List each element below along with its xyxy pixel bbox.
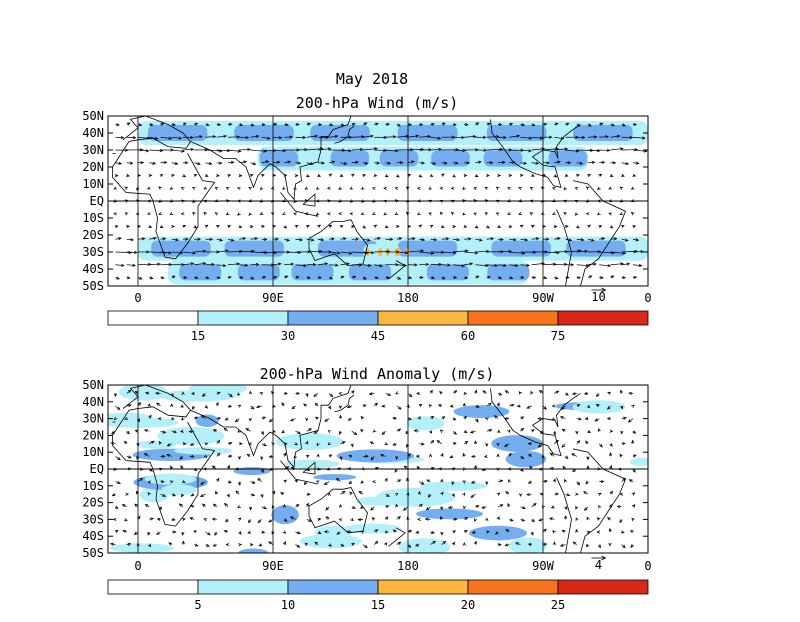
anomaly-shading xyxy=(271,505,298,524)
anomaly-shading xyxy=(337,449,415,462)
lon-label: 90W xyxy=(532,559,554,573)
colorbar-swatch xyxy=(288,580,378,594)
lat-label: 50N xyxy=(82,378,104,392)
lon-label: 90E xyxy=(262,559,284,573)
lat-label: 40S xyxy=(82,529,104,543)
jet-shading-core xyxy=(225,241,284,257)
anomaly-shading xyxy=(119,383,168,400)
lat-label: EQ xyxy=(90,194,104,208)
anomaly-shading-strong xyxy=(28,383,68,393)
lat-label: 40N xyxy=(82,395,104,409)
anomaly-shading xyxy=(356,496,404,505)
anomaly-shading xyxy=(573,400,626,413)
lat-label: 20N xyxy=(82,428,104,442)
colorbar-label: 75 xyxy=(551,329,565,343)
colorbar-swatch xyxy=(108,311,198,325)
lon-label: 90E xyxy=(262,291,284,305)
colorbar-swatch xyxy=(198,580,288,594)
reference-vector-label: 10 xyxy=(591,290,605,304)
colorbar-swatch xyxy=(378,580,468,594)
colorbar-label: 60 xyxy=(461,329,475,343)
lat-label: EQ xyxy=(90,462,104,476)
colorbar-label: 45 xyxy=(371,329,385,343)
lat-label: 30N xyxy=(82,143,104,157)
colorbar-swatch xyxy=(558,580,648,594)
wind-map-panel: 50N 40N 30N 20N 10N EQ 10S 20S 30S 40S 50S 0 90E 180 9… xyxy=(82,109,651,343)
jet-shading-core xyxy=(260,151,299,167)
colorbar-label: 20 xyxy=(461,598,475,612)
jet-shading-light xyxy=(138,121,648,145)
map-area xyxy=(8,382,651,557)
lat-label: 10S xyxy=(82,479,104,493)
lat-label: 50S xyxy=(82,279,104,293)
panel-1-title: 200-hPa Wind (m/s) xyxy=(296,94,459,112)
colorbar-swatch xyxy=(288,311,378,325)
lon-label: 0 xyxy=(134,559,141,573)
jet-shading-core xyxy=(491,241,551,257)
jet-shading-core xyxy=(398,125,458,141)
jet-shading-core xyxy=(380,151,419,167)
anomaly-shading xyxy=(161,484,196,495)
anomaly-shading xyxy=(145,473,196,484)
lat-label: 30S xyxy=(82,245,104,259)
colorbar-swatch xyxy=(468,580,558,594)
panel-2-title: 200-hPa Wind Anomaly (m/s) xyxy=(260,365,495,383)
jet-shading-core xyxy=(331,151,370,167)
lat-label: 30N xyxy=(82,412,104,426)
lat-label: 50S xyxy=(82,546,104,560)
lat-label: 40N xyxy=(82,126,104,140)
jet-shading-core xyxy=(431,151,470,167)
colorbar-swatch xyxy=(378,311,468,325)
colorbar-label: 15 xyxy=(371,598,385,612)
anomaly-shading xyxy=(509,537,547,554)
lat-label: 50N xyxy=(82,109,104,123)
lat-label: 10N xyxy=(82,445,104,459)
lon-label: 180 xyxy=(397,291,419,305)
figure-title: May 2018 xyxy=(336,70,408,88)
anomaly-shading xyxy=(174,447,233,455)
lat-label: 20S xyxy=(82,496,104,510)
anomaly-shading xyxy=(196,415,219,427)
lon-label: 0 xyxy=(134,291,141,305)
lat-label: 30S xyxy=(82,512,104,526)
colorbar-label: 5 xyxy=(194,598,201,612)
lat-label: 20N xyxy=(82,160,104,174)
anomaly-shading xyxy=(233,467,270,475)
jet-shading-core xyxy=(238,264,280,280)
lon-label: 180 xyxy=(397,559,419,573)
anomaly-shading xyxy=(313,474,356,480)
colorbar-swatch xyxy=(198,311,288,325)
colorbar-swatch xyxy=(558,311,648,325)
lat-label: 10S xyxy=(82,211,104,225)
colorbar-swatch xyxy=(468,311,558,325)
anomaly-shading xyxy=(284,460,340,469)
lon-label: 0 xyxy=(644,559,651,573)
anomaly-shading xyxy=(469,526,527,541)
colorbar-label: 10 xyxy=(281,598,295,612)
colorbar-label: 30 xyxy=(281,329,295,343)
colorbar-label: 25 xyxy=(551,598,565,612)
jet-shading-core xyxy=(349,264,391,280)
lon-label: 90W xyxy=(532,291,554,305)
wind-anomaly-map-panel: 50N 40N 30N 20N 10N EQ 10S 20S 30S 40S 50S 0 90E 180 9… xyxy=(8,378,651,612)
anomaly-shading xyxy=(506,451,547,467)
colorbar-swatch xyxy=(108,580,198,594)
jet-shading-core xyxy=(487,125,547,141)
anomaly-shading xyxy=(407,416,445,430)
lon-label: 0 xyxy=(644,291,651,305)
jet-shading-core xyxy=(566,241,626,257)
lat-label: 20S xyxy=(82,228,104,242)
lat-label: 40S xyxy=(82,262,104,276)
reference-vector-label: 4 xyxy=(595,558,602,572)
anomaly-shading xyxy=(110,543,174,553)
anomaly-shading xyxy=(158,390,236,402)
lat-label: 10N xyxy=(82,177,104,191)
jet-shading-core xyxy=(234,125,294,141)
colorbar-label: 15 xyxy=(191,329,205,343)
anomaly-shading xyxy=(454,405,510,418)
anomaly-shading-strong xyxy=(8,405,57,438)
